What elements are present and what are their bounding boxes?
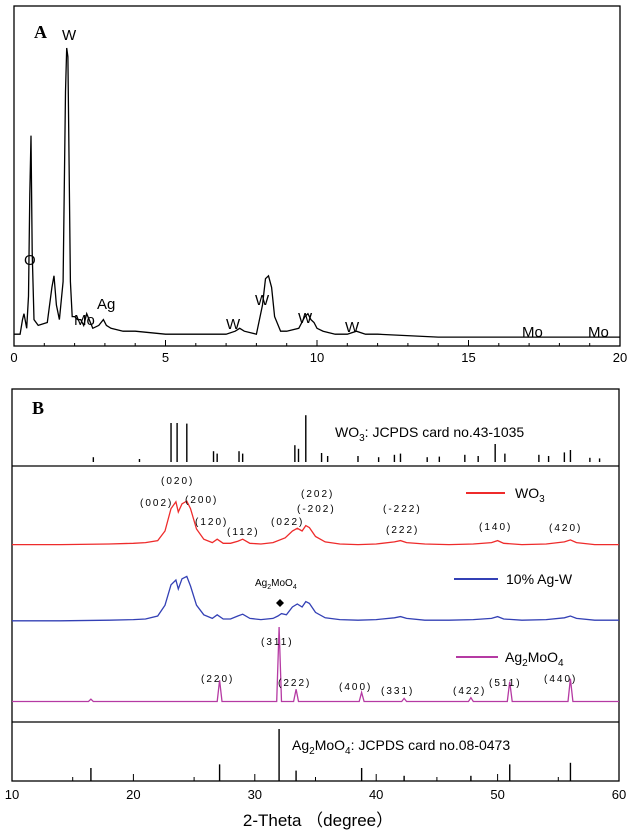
- x-tick-label: 30: [248, 787, 262, 802]
- hkl-label: (200): [185, 495, 218, 506]
- hkl-label: (222): [386, 525, 419, 536]
- x-tick-label: 20: [126, 787, 140, 802]
- peak-label-mo-2: Mo: [522, 324, 543, 341]
- peak-label-w-4: W: [298, 310, 313, 327]
- ag2moo4-card-label: Ag2MoO4: JCPDS card no.08-0473: [292, 737, 510, 757]
- legend-wo3: WO3: [466, 485, 545, 505]
- wo3-reference-sticks: [92, 415, 601, 462]
- ag-w-xrd-pattern: [12, 575, 619, 622]
- hkl-label: (022): [271, 517, 304, 528]
- panel-b-label: B: [32, 398, 44, 418]
- panel-b: B WO3: JCPDS card no.43-1035 Ag2MoO4: JC…: [5, 388, 626, 830]
- hkl-label: (420): [549, 523, 582, 534]
- panel-a-eds-spectrum: [14, 47, 620, 338]
- peak-label-ag: Ag: [97, 296, 115, 313]
- x-tick-label: 20: [613, 350, 627, 365]
- peak-label-o: O: [24, 252, 36, 269]
- wo3-hkl-labels: (002) (020) (200) (120) (112) (022) (-20…: [140, 476, 582, 538]
- legend-ag-w: 10% Ag-W: [454, 571, 573, 587]
- hkl-label: (331): [381, 686, 414, 697]
- x-tick-label: 0: [10, 350, 17, 365]
- x-tick-label: 50: [490, 787, 504, 802]
- ag2moo4-reference-sticks: [90, 729, 572, 781]
- ag2moo4-hkl-labels: (220) (311) (222) (400) (331) (422) (511…: [201, 637, 577, 697]
- hkl-label: (422): [453, 686, 486, 697]
- wo3-card-label: WO3: JCPDS card no.43-1035: [335, 424, 524, 444]
- hkl-label: (511): [489, 678, 522, 689]
- peak-label-w-5: W: [345, 319, 360, 336]
- x-tick-label: 40: [369, 787, 383, 802]
- hkl-label: (-202): [297, 504, 336, 515]
- x-tick-label: 5: [162, 350, 169, 365]
- panel-a-peak-labels: W O Mo Ag W W W W Mo Mo: [24, 27, 609, 341]
- hkl-label: (311): [261, 637, 294, 648]
- panel-b-x-ticks: 10 20 30 40 50 60: [5, 774, 626, 802]
- legend-ag2moo4-text: Ag2MoO4: [505, 649, 564, 669]
- diamond-marker-icon: [276, 599, 284, 607]
- wo3-xrd-pattern: [12, 500, 619, 546]
- hkl-label: (120): [195, 517, 228, 528]
- peak-label-mo-3: Mo: [588, 324, 609, 341]
- hkl-label: (-222): [383, 504, 422, 515]
- hkl-label: (140): [479, 522, 512, 533]
- legend-ag2moo4: Ag2MoO4: [456, 649, 564, 669]
- panel-a-frame: [13, 5, 621, 347]
- x-tick-label: 10: [310, 350, 324, 365]
- hkl-label: (112): [227, 527, 260, 538]
- hkl-label: (002): [140, 498, 173, 509]
- peak-label-mo-1: Mo: [74, 312, 95, 329]
- ag2moo4-xrd-pattern: [12, 626, 619, 703]
- hkl-label: (020): [161, 476, 194, 487]
- x-tick-label: 10: [5, 787, 19, 802]
- hkl-label: (400): [339, 682, 372, 693]
- hkl-label: (202): [301, 489, 334, 500]
- panel-a-label: A: [34, 22, 47, 42]
- peak-label-w-main: W: [62, 27, 77, 44]
- ag2moo4-phase-marker: Ag2MoO4: [255, 578, 297, 607]
- x-tick-label: 15: [461, 350, 475, 365]
- ag2moo4-marker-label: Ag2MoO4: [255, 578, 297, 591]
- hkl-label: (220): [201, 674, 234, 685]
- peak-label-w-2: W: [226, 316, 241, 333]
- panel-a-x-ticks: 0 5 10 15 20: [10, 340, 627, 365]
- panel-a: A 0 5 10 15 20 W O Mo Ag W W W W Mo Mo: [10, 5, 627, 365]
- legend-wo3-text: WO3: [515, 485, 545, 505]
- legend-ag-w-text: 10% Ag-W: [506, 571, 573, 587]
- peak-label-w-3: W: [255, 292, 270, 309]
- panel-b-x-axis-title: 2-Theta （degree）: [243, 811, 393, 830]
- hkl-label: (222): [278, 678, 311, 689]
- hkl-label: (440): [544, 674, 577, 685]
- x-tick-label: 60: [612, 787, 626, 802]
